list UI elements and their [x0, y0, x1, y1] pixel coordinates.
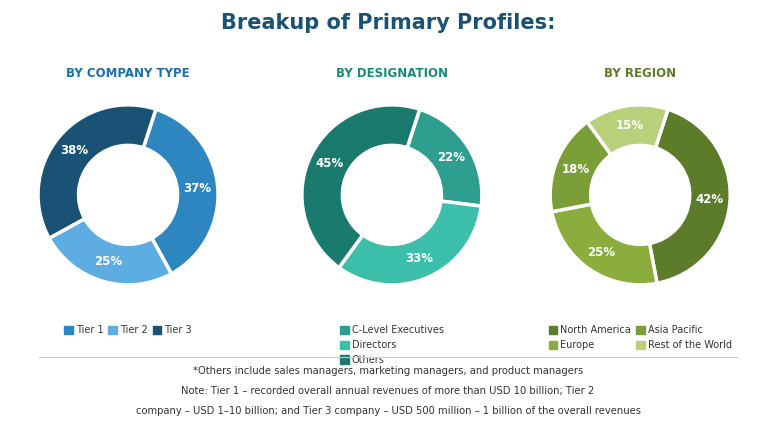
- Text: 37%: 37%: [183, 182, 212, 195]
- Legend: North America, Europe, Asia Pacific, Rest of the World: North America, Europe, Asia Pacific, Res…: [545, 321, 736, 354]
- Text: company – USD 1–10 billion; and Tier 3 company – USD 500 million – 1 billion of : company – USD 1–10 billion; and Tier 3 c…: [136, 406, 640, 416]
- Legend: C-Level Executives, Directors, Others: C-Level Executives, Directors, Others: [336, 321, 448, 369]
- Circle shape: [342, 145, 442, 244]
- Text: Breakup of Primary Profiles:: Breakup of Primary Profiles:: [220, 13, 556, 33]
- Wedge shape: [650, 109, 730, 283]
- Wedge shape: [552, 204, 657, 285]
- Wedge shape: [49, 219, 171, 285]
- Circle shape: [78, 145, 178, 244]
- Text: 15%: 15%: [615, 120, 643, 132]
- Title: BY DESIGNATION: BY DESIGNATION: [336, 67, 448, 80]
- Circle shape: [591, 145, 690, 244]
- Title: BY COMPANY TYPE: BY COMPANY TYPE: [66, 67, 190, 80]
- Title: BY REGION: BY REGION: [605, 67, 676, 80]
- Wedge shape: [407, 109, 482, 206]
- Wedge shape: [587, 105, 668, 155]
- Wedge shape: [550, 122, 611, 212]
- Text: 25%: 25%: [587, 246, 615, 259]
- Wedge shape: [302, 105, 420, 268]
- Wedge shape: [339, 201, 481, 285]
- Text: 42%: 42%: [696, 193, 724, 206]
- Text: 22%: 22%: [437, 151, 465, 164]
- Wedge shape: [144, 109, 218, 274]
- Text: *Others include sales managers, marketing managers, and product managers: *Others include sales managers, marketin…: [193, 366, 583, 376]
- Legend: Tier 1, Tier 2, Tier 3: Tier 1, Tier 2, Tier 3: [61, 321, 196, 339]
- Text: 33%: 33%: [406, 252, 434, 265]
- Text: 25%: 25%: [95, 255, 123, 268]
- Text: Note: Tier 1 – recorded overall annual revenues of more than USD 10 billion; Tie: Note: Tier 1 – recorded overall annual r…: [182, 386, 594, 396]
- Text: 38%: 38%: [61, 144, 88, 157]
- Text: 18%: 18%: [561, 163, 590, 176]
- Text: 45%: 45%: [316, 157, 344, 170]
- Wedge shape: [38, 105, 156, 238]
